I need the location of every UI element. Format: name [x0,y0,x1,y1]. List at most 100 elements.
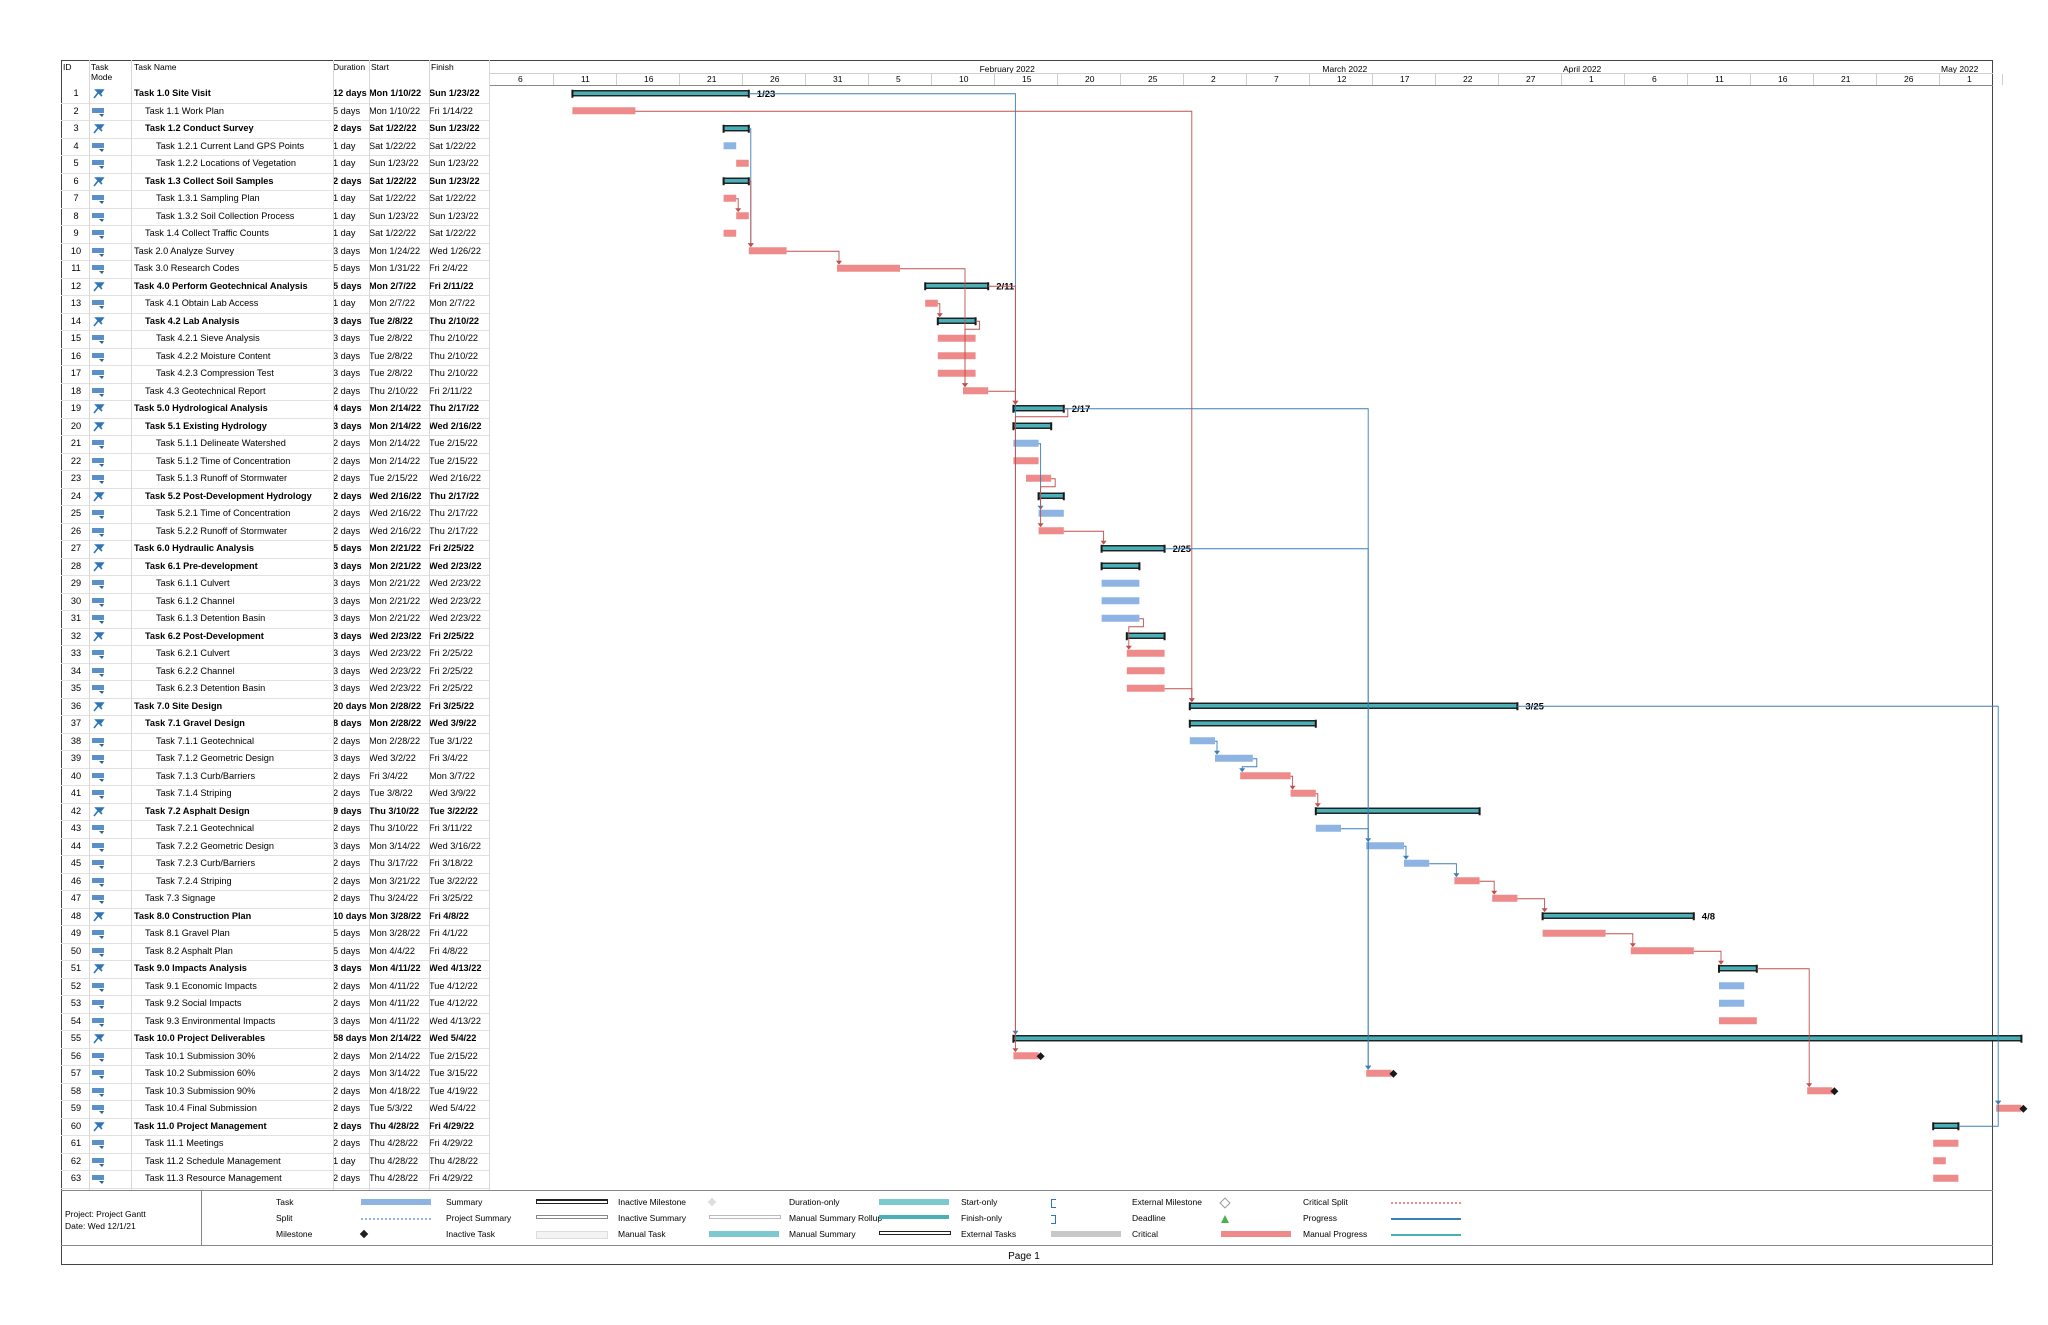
table-row[interactable]: 13 Task 4.1 Obtain Lab Access 1 day Mon 2/7… [61,295,489,314]
task-bar [1933,1174,1959,1182]
task-finish: Sat 1/22/22 [429,140,476,151]
table-row[interactable]: 1 Task 1.0 Site Visit 12 days Mon 1/10/22 Su… [61,85,489,104]
table-row[interactable]: 4 Task 1.2.1 Current Land GPS Points 1 day… [61,138,489,156]
table-row[interactable]: 33 Task 6.2.1 Culvert 3 days Wed 2/23/22 Fri… [61,645,489,664]
table-row[interactable]: 5 Task 1.2.2 Locations of Vegetation 1 day… [61,155,489,174]
table-row[interactable]: 3 Task 1.2 Conduct Survey 2 days Sat 1/22/2… [61,120,489,139]
task-finish: Sun 1/23/22 [429,123,480,133]
legend-symbol-duration-only [879,1199,949,1205]
summary-bar [1100,562,1141,569]
table-row[interactable]: 20 Task 5.1 Existing Hydrology 3 days Mon 2… [61,418,489,436]
task-bar [1719,999,1745,1007]
column-header-id[interactable]: ID [63,62,72,72]
auto-schedule-pin-icon [91,400,129,422]
table-row[interactable]: 52 Task 9.1 Economic Impacts 2 days Mon 4/1… [61,978,489,996]
table-row[interactable]: 6 Task 1.3 Collect Soil Samples 2 days Sat … [61,173,489,191]
table-row[interactable]: 10 Task 2.0 Analyze Survey 3 days Mon 1/24/… [61,243,489,261]
task-bar [925,299,938,307]
column-header-finish[interactable]: Finish [431,62,454,72]
table-row[interactable]: 61 Task 11.1 Meetings 2 days Thu 4/28/22 Fri… [61,1135,489,1154]
table-row[interactable]: 21 Task 5.1.1 Delineate Watershed 2 days Mo… [61,435,489,454]
task-id: 61 [70,1138,82,1148]
table-row[interactable]: 59 Task 10.4 Final Submission 2 days Tue 5/… [61,1100,489,1119]
task-id: 60 [70,1120,82,1131]
table-row[interactable]: 55 Task 10.0 Project Deliverables 58 days M… [61,1030,489,1049]
table-row[interactable]: 24 Task 5.2 Post-Development Hydrology 2 d… [61,488,489,506]
table-row[interactable]: 62 Task 11.2 Schedule Management 1 day Thu … [61,1153,489,1171]
task-name: Task 5.2.2 Runoff of Stormwater [156,525,288,536]
table-row[interactable]: 50 Task 8.2 Asphalt Plan 5 days Mon 4/4/22 F… [61,943,489,961]
table-row[interactable]: 47 Task 7.3 Signage 2 days Thu 3/24/22 Fri 3… [61,890,489,909]
table-row[interactable]: 22 Task 5.1.2 Time of Concentration 2 days… [61,453,489,471]
table-row[interactable]: 57 Task 10.2 Submission 60% 2 days Mon 3/14… [61,1065,489,1084]
table-row[interactable]: 51 Task 9.0 Impacts Analysis 3 days Mon 4/1… [61,960,489,979]
table-row[interactable]: 43 Task 7.2.1 Geotechnical 2 days Thu 3/10/… [61,820,489,839]
table-row[interactable]: 45 Task 7.2.3 Curb/Barriers 2 days Thu 3/17… [61,855,489,874]
table-row[interactable]: 8 Task 1.3.2 Soil Collection Process 1 day… [61,208,489,226]
column-header-duration[interactable]: Duration [333,62,366,72]
manual-task-icon [91,680,129,702]
table-row[interactable]: 18 Task 4.3 Geotechnical Report 2 days Thu … [61,383,489,401]
table-row[interactable]: 28 Task 6.1 Pre-development 3 days Mon 2/21… [61,558,489,576]
table-row[interactable]: 53 Task 9.2 Social Impacts 2 days Mon 4/11/… [61,995,489,1014]
task-duration: 5 days [333,280,362,291]
table-row[interactable]: 60 Task 11.0 Project Management 2 days Thu … [61,1118,489,1136]
task-start: Wed 2/23/22 [369,683,421,693]
table-row[interactable]: 49 Task 8.1 Gravel Plan 5 days Mon 3/28/22 F… [61,925,489,944]
table-row[interactable]: 31 Task 6.1.3 Detention Basin 3 days Mon 2/… [61,610,489,629]
table-row[interactable]: 26 Task 5.2.2 Runoff of Stormwater 2 days W… [61,523,489,541]
column-header-task-mode[interactable]: Task Mode [91,62,113,82]
table-row[interactable]: 25 Task 5.2.1 Time of Concentration 2 days… [61,505,489,524]
table-row[interactable]: 38 Task 7.1.1 Geotechnical 2 days Mon 2/28/… [61,733,489,751]
legend-symbol-external-milestone [1219,1197,1231,1209]
task-name: Task 4.1 Obtain Lab Access [145,298,259,308]
dependency-link [1128,618,1144,649]
table-row[interactable]: 48 Task 8.0 Construction Plan 10 days Mon 3… [61,908,489,926]
table-row[interactable]: 9 Task 1.4 Collect Traffic Counts 1 day Sat… [61,225,489,244]
table-row[interactable]: 58 Task 10.3 Submission 90% 2 days Mon 4/18… [61,1083,489,1101]
table-row[interactable]: 39 Task 7.1.2 Geometric Design 3 days Wed 3… [61,750,489,769]
table-row[interactable]: 37 Task 7.1 Gravel Design 8 days Mon 2/28/2… [61,715,489,734]
task-id: 9 [73,228,79,238]
task-bar [723,142,737,150]
task-finish: Tue 4/12/22 [429,980,478,991]
column-header-start[interactable]: Start [371,62,389,72]
column-header-task-name[interactable]: Task Name [134,62,177,72]
table-row[interactable]: 12 Task 4.0 Perform Geotechnical Analysis… [61,278,489,300]
table-row[interactable]: 56 Task 10.1 Submission 30% 2 days Mon 2/14… [61,1048,489,1066]
task-start: Sat 1/22/22 [369,140,416,151]
table-row[interactable]: 7 Task 1.3.1 Sampling Plan 1 day Sat 1/22/2… [61,190,489,209]
legend-symbol-manual-summary-rollup [879,1215,949,1219]
table-row[interactable]: 41 Task 7.1.4 Striping 2 days Tue 3/8/22 Wed… [61,785,489,804]
table-row[interactable]: 63 Task 11.3 Resource Management 2 days Thu… [61,1170,489,1189]
table-row[interactable]: 34 Task 6.2.2 Channel 3 days Wed 2/23/22 Fri… [61,663,489,681]
table-row[interactable]: 23 Task 5.1.3 Runoff of Stormwater 2 days T… [61,470,489,489]
table-row[interactable]: 15 Task 4.2.1 Sieve Analysis 3 days Tue 2/8… [61,330,489,349]
table-row[interactable]: 40 Task 7.1.3 Curb/Barriers 2 days Fri 3/4/… [61,768,489,786]
table-row[interactable]: 17 Task 4.2.3 Compression Test 3 days Tue 2… [61,365,489,384]
table-row[interactable]: 42 Task 7.2 Asphalt Design 9 days Thu 3/10/… [61,803,489,821]
task-id: 34 [70,665,82,676]
table-row[interactable]: 32 Task 6.2 Post-Development 3 days Wed 2/2… [61,628,489,646]
table-row[interactable]: 35 Task 6.2.3 Detention Basin 3 days Wed 2/… [61,680,489,699]
table-row[interactable]: 46 Task 7.2.4 Striping 2 days Mon 3/21/22 Tu… [61,873,489,891]
task-name: Task 1.4 Collect Traffic Counts [145,228,269,238]
table-row[interactable]: 14 Task 4.2 Lab Analysis 3 days Tue 2/8/22 T… [61,313,489,331]
task-finish: Fri 4/8/22 [429,945,468,956]
table-row[interactable]: 2 Task 1.1 Work Plan 5 days Mon 1/10/22 Fri … [61,103,489,121]
table-row[interactable]: 30 Task 6.1.2 Channel 3 days Mon 2/21/22 Wed… [61,593,489,611]
table-row[interactable]: 44 Task 7.2.2 Geometric Design 3 days Mon 3… [61,838,489,856]
task-id: 48 [70,910,82,921]
table-row[interactable]: 36 Task 7.0 Site Design 20 days Mon 2/28/22… [61,698,489,716]
table-row[interactable]: 54 Task 9.3 Environmental Impacts 3 days Mo… [61,1013,489,1031]
table-row[interactable]: 16 Task 4.2.2 Moisture Content 3 days Tue 2… [61,348,489,366]
manual-task-icon [91,995,129,1017]
table-row[interactable]: 27 Task 6.0 Hydraulic Analysis 5 days Mon 2… [61,540,489,559]
task-finish: Fri 2/25/22 [429,648,473,658]
task-bar [1719,982,1745,990]
timescale-day: 1 [1967,74,1972,84]
table-row[interactable]: 29 Task 6.1.1 Culvert 3 days Mon 2/21/22 Wed… [61,575,489,594]
table-row[interactable]: 11 Task 3.0 Research Codes 5 days Mon 1/31/… [61,260,489,279]
auto-schedule-pin-icon [91,278,129,300]
table-row[interactable]: 19 Task 5.0 Hydrological Analysis 4 days Mo… [61,400,489,419]
